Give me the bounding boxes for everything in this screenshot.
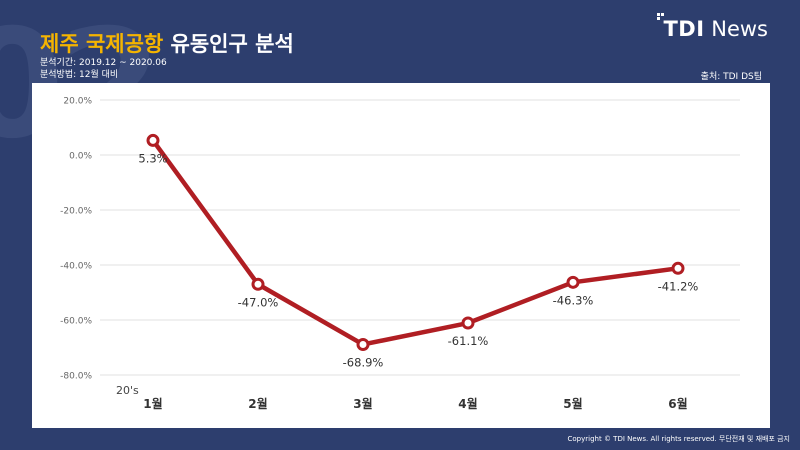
logo-dots-icon [657,13,665,20]
data-label: -46.3% [553,293,594,307]
logo-bold: TDI [663,17,705,41]
logo-light: News [711,17,768,41]
title-highlight: 제주 국제공항 [40,32,164,56]
data-label: 5.3% [138,151,167,165]
copyright: Copyright © TDI News. All rights reserve… [567,435,790,443]
data-point [146,133,160,147]
data-labels: 5.3% -47.0% -68.9% -61.1% -46.3% -41.2% [138,151,698,369]
data-point [461,316,475,330]
series-line-path [150,138,681,347]
x-tick-label: 5월 [563,396,582,411]
grid-lines [100,99,740,376]
data-point [356,337,370,351]
y-tick-label: -60.0% [60,317,92,327]
data-label: -68.9% [343,355,384,369]
data-label: -47.0% [238,295,279,309]
x-tick-label: 3월 [353,396,372,411]
x-tick-label: 2월 [248,396,267,411]
y-tick-label: 20.0% [63,97,92,107]
y-tick-label: -20.0% [60,207,92,217]
series-line [146,133,685,351]
analysis-period: 분석기간: 2019.12 ~ 2020.06 [40,58,167,68]
title-rest: 유동인구 분석 [170,32,294,56]
x-tick-label: 4월 [458,396,477,411]
data-point [566,275,580,289]
source-label: 출처: TDI DS팀 [700,72,762,82]
chart-panel: 20.0% 0.0% -20.0% -40.0% -60.0% -80.0% 20's 1… [32,83,770,428]
analysis-meta: 분석기간: 2019.12 ~ 2020.06 분석방법: 12월 대비 [40,57,167,81]
logo: TDI News [657,13,768,41]
y-tick-label: -40.0% [60,262,92,272]
y-axis-ticks: 20.0% 0.0% -20.0% -40.0% -60.0% -80.0% [60,97,92,382]
x-tick-label: 1월 [143,396,162,411]
analysis-method: 분석방법: 12월 대비 [40,70,119,80]
data-label: -41.2% [658,279,699,293]
x-axis-ticks: 1월 2월 3월 4월 5월 6월 [143,396,687,411]
line-chart: 20.0% 0.0% -20.0% -40.0% -60.0% -80.0% 20's 1… [60,97,740,411]
data-point [251,277,265,291]
page-title: 제주 국제공항 유동인구 분석 [40,28,294,58]
data-label: -61.1% [448,334,489,348]
y-tick-label: 0.0% [69,152,92,162]
x-tick-label: 6월 [668,396,687,411]
data-point [671,261,685,275]
series-label: 20's [116,384,139,397]
y-tick-label: -80.0% [60,372,92,382]
